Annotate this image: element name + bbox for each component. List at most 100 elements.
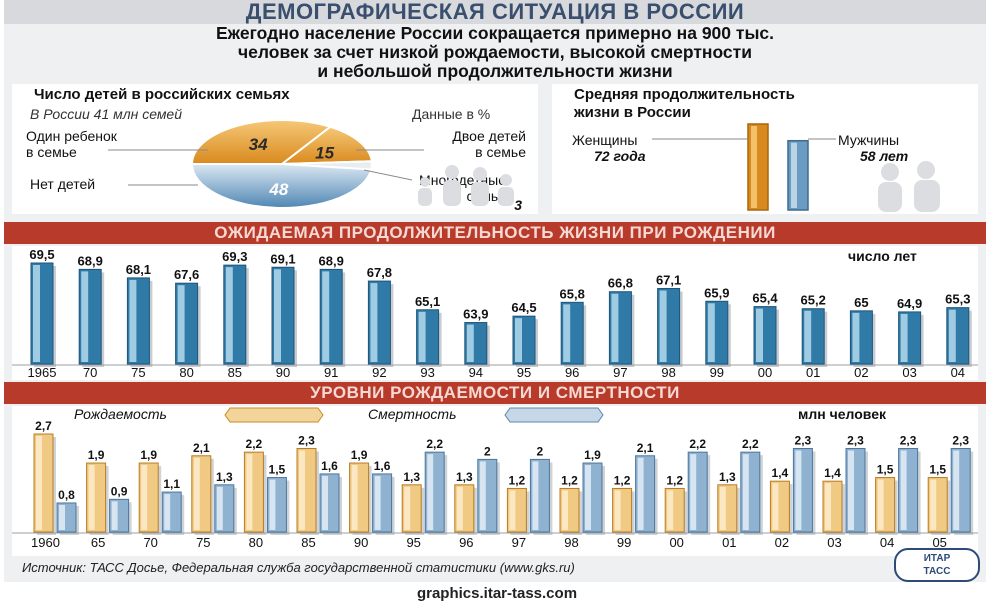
expectancy-value-label: 65,8 — [560, 286, 585, 301]
pie-slice-label: 15 — [315, 144, 334, 163]
expectancy-value-label: 65,9 — [704, 285, 729, 300]
rate-category-label: 99 — [617, 535, 631, 550]
bar-highlight — [532, 461, 539, 530]
expectancy-value-label: 68,1 — [126, 262, 151, 277]
rate-value-label: 1,4 — [824, 466, 841, 480]
subtitle-line: человек за счет низкой рождаемости, высо… — [237, 42, 752, 62]
expectancy-value-label: 66,8 — [608, 276, 633, 291]
expectancy-value-label: 69,5 — [29, 247, 54, 262]
rate-value-label: 2,1 — [193, 441, 210, 455]
pie-slice-label: 34 — [249, 135, 268, 154]
bar-highlight — [659, 290, 667, 362]
expectancy-category-label: 93 — [420, 365, 434, 380]
families-panel: Число детей в российских семьях В России… — [12, 84, 538, 214]
expectancy-chart: 69,5 1965 68,9 70 68,1 75 67,6 80 69,3 85 69,1 90 68… — [12, 247, 978, 380]
family-figures — [418, 165, 514, 206]
expectancy-category-label: 02 — [854, 365, 868, 380]
expectancy-category-label: 91 — [324, 365, 338, 380]
bar-highlight — [825, 483, 831, 530]
bar-highlight — [466, 324, 474, 362]
infographic: ДЕМОГРАФИЧЕСКАЯ СИТУАЦИЯ В РОССИИ Ежегод… — [4, 0, 986, 582]
bar-highlight — [515, 318, 522, 362]
bar-highlight — [81, 271, 89, 362]
many-children-value: 3 — [514, 197, 522, 213]
expectancy-category-label: 00 — [758, 365, 772, 380]
expectancy-category-label: 99 — [710, 365, 724, 380]
bar-highlight — [848, 450, 854, 530]
bar-highlight — [299, 450, 305, 530]
rate-value-label: 2 — [484, 444, 491, 458]
expectancy-category-label: 80 — [179, 365, 193, 380]
bar-highlight — [88, 465, 95, 530]
bar-highlight — [707, 303, 715, 362]
expectancy-band: ОЖИДАЕМАЯ ПРОДОЛЖИТЕЛЬНОСТЬ ЖИЗНИ ПРИ РО… — [4, 222, 986, 244]
rate-value-label: 1,6 — [321, 459, 338, 473]
rate-category-label: 95 — [406, 535, 420, 550]
rate-value-label: 2,3 — [795, 434, 812, 448]
rate-value-label: 2,2 — [426, 437, 443, 451]
rate-category-label: 70 — [143, 535, 157, 550]
expectancy-value-label: 67,1 — [656, 273, 681, 288]
men-value: 58 лет — [860, 148, 909, 164]
bar-highlight — [719, 486, 726, 530]
bar-highlight — [795, 450, 802, 530]
expectancy-category-label: 90 — [276, 365, 290, 380]
rate-category-label: 97 — [512, 535, 526, 550]
rate-value-label: 1,9 — [140, 448, 157, 462]
bar-highlight — [900, 450, 907, 530]
bar-highlight — [225, 267, 233, 362]
rate-value-label: 0,9 — [111, 484, 128, 498]
bar-highlight — [322, 271, 330, 362]
label-no-children: Нет детей — [30, 176, 96, 192]
rate-value-label: 1,1 — [163, 477, 180, 491]
rate-value-label: 2,3 — [298, 434, 315, 448]
expectancy-value-label: 67,6 — [174, 267, 199, 282]
bar-highlight — [274, 269, 281, 362]
rate-value-label: 1,2 — [614, 473, 631, 487]
rate-value-label: 2,1 — [637, 441, 654, 455]
rate-category-label: 1960 — [31, 535, 60, 550]
bar-highlight — [509, 490, 516, 530]
bar-highlight — [164, 494, 171, 530]
bar-highlight — [322, 475, 328, 530]
rate-value-label: 2,3 — [952, 434, 969, 448]
expectancy-value-label: 69,1 — [270, 251, 295, 266]
subtitle-line: Ежегодно население России сокращается пр… — [216, 23, 774, 43]
label-one-child: Один ребенок в семье — [26, 128, 117, 160]
families-note: В России 41 млн семей — [30, 106, 183, 122]
women-label: Женщины — [572, 132, 638, 148]
expectancy-category-label: 85 — [228, 365, 242, 380]
bar-highlight — [177, 285, 185, 362]
rate-value-label: 1,9 — [88, 448, 105, 462]
bar-highlight — [585, 465, 591, 530]
bar-highlight — [614, 490, 621, 530]
bar-highlight — [111, 501, 118, 530]
rate-category-label: 65 — [91, 535, 105, 550]
bar-highlight — [877, 479, 884, 530]
bar-highlight — [374, 475, 381, 530]
legend-death-swatch — [504, 407, 604, 423]
rate-value-label: 1,9 — [584, 448, 601, 462]
rates-units: млн человек — [798, 406, 886, 422]
rate-category-label: 00 — [669, 535, 683, 550]
rate-category-label: 02 — [775, 535, 789, 550]
bar-highlight — [804, 310, 812, 362]
expectancy-category-label: 01 — [806, 365, 820, 380]
rates-chart: 2,7 0,8 1960 1,9 0,9 65 1,9 1,1 70 2,1 1,3 75 2,2 1,5… — [12, 419, 978, 550]
footer-url: graphics.itar-tass.com — [416, 585, 578, 602]
expectancy-value-label: 68,9 — [78, 253, 103, 268]
source-note: Источник: ТАСС Досье, Федеральная служба… — [22, 560, 575, 575]
rate-category-label: 90 — [354, 535, 368, 550]
subtitle-line: и небольшой продолжительности жизни — [317, 61, 673, 81]
bar-highlight — [216, 486, 223, 530]
bar-highlight — [667, 490, 674, 530]
expectancy-value-label: 65,2 — [801, 293, 826, 308]
legend-birth-swatch — [224, 407, 324, 423]
expectancy-units: число лет — [848, 248, 917, 264]
lifespan-panel: Средняя продолжительность жизни в России… — [552, 84, 978, 214]
bar-highlight — [427, 454, 434, 530]
rate-value-label: 0,8 — [58, 488, 75, 502]
subtitle: Ежегодно население России сокращается пр… — [4, 24, 986, 81]
expectancy-category-label: 03 — [902, 365, 916, 380]
bar-highlight — [637, 457, 644, 530]
